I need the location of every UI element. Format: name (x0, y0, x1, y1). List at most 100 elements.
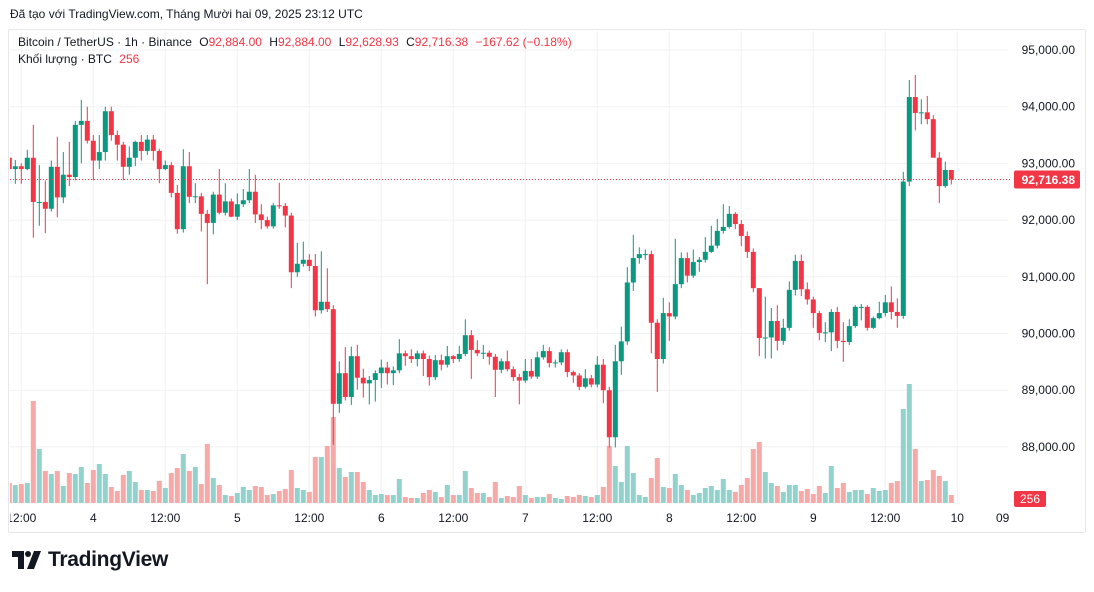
volume-bar (150, 491, 156, 503)
volume-bar (366, 490, 372, 503)
candle-body (702, 251, 708, 260)
candle-body (126, 157, 132, 167)
volume-bar (378, 494, 384, 503)
volume-bar (264, 495, 270, 503)
volume-bar (570, 497, 576, 503)
open-value: 92,884.00 (208, 35, 262, 49)
candle-body (372, 373, 378, 380)
candle-body (288, 215, 294, 273)
time-axis[interactable]: 12:00 4 12:00 5 12:00 6 12:00 7 12:00 8 12:00 9 12:0… (6, 511, 1012, 525)
candle-body (210, 194, 216, 223)
volume-bar (102, 474, 108, 503)
volume-value: 256 (119, 52, 140, 66)
candle-body (732, 213, 738, 225)
volume-bar (660, 487, 666, 503)
candle-body (138, 141, 144, 151)
time-tick-label: 12:00 (438, 511, 468, 525)
volume-bar (372, 495, 378, 503)
candle-body (168, 165, 174, 193)
volume-bar (630, 473, 636, 503)
volume-bar (756, 442, 762, 503)
time-tick-label: 7 (522, 511, 529, 525)
candle-body (12, 166, 18, 170)
candle-body (162, 165, 168, 170)
volume-bar (816, 486, 822, 503)
volume-bar (876, 491, 882, 503)
candle-body (426, 359, 432, 378)
candle-body (480, 352, 486, 354)
last-volume-label: 256 (1020, 492, 1040, 506)
volume-bar (672, 474, 678, 503)
candle-body (516, 377, 522, 381)
candle-body (144, 139, 150, 151)
volume-bar (588, 497, 594, 503)
volume-bar (858, 490, 864, 503)
candle-body (846, 326, 852, 343)
volume-bar (54, 471, 60, 503)
chart-frame (8, 29, 1086, 533)
volume-bar (720, 479, 726, 503)
volume-bar (18, 484, 24, 503)
volume-bar (828, 466, 834, 503)
price-axis[interactable]: 95,000.00 94,000.00 93,000.00 92,000.00 91,0… (1014, 43, 1080, 507)
candle-body (36, 201, 42, 203)
candle-body (522, 370, 528, 381)
candle-body (504, 361, 510, 370)
candle-body (420, 353, 426, 360)
candle-body (858, 306, 864, 308)
volume-label[interactable]: Khối lượng · BTC (18, 52, 112, 66)
volume-bar (402, 497, 408, 503)
volume-bar (768, 483, 774, 503)
volume-bar (894, 481, 900, 503)
volume-bar (390, 495, 396, 503)
candle-body (810, 299, 816, 314)
candle-body (180, 166, 186, 230)
candle-body (486, 352, 492, 357)
price-tick-label: 88,000.00 (1022, 440, 1076, 454)
candle-body (546, 351, 552, 363)
volume-bar (540, 497, 546, 503)
volume-bar (930, 470, 936, 503)
time-tick-label: 12:00 (294, 511, 324, 525)
time-tick-label: 09: (996, 511, 1013, 525)
candle-body (174, 192, 180, 230)
candle-body (588, 378, 594, 385)
volume-bar (522, 495, 528, 503)
candle-body (318, 301, 324, 311)
volume-bar (666, 488, 672, 503)
candle-body (924, 112, 930, 120)
candle-body (324, 301, 330, 310)
high-value: 92,884.00 (277, 35, 332, 49)
candle-body (768, 321, 774, 338)
candle-body (300, 259, 306, 264)
candle-body (630, 258, 636, 283)
tradingview-logo-icon (12, 551, 41, 569)
volume-bar (678, 485, 684, 503)
candle-body (114, 135, 120, 145)
volume-bar (534, 497, 540, 503)
tradingview-logo[interactable]: TradingView (12, 548, 168, 572)
volume-bar (810, 494, 816, 503)
volume-bar (186, 471, 192, 503)
candle-body (222, 201, 228, 213)
volume-bar (258, 487, 264, 503)
candle-body (822, 332, 828, 334)
candle-body (492, 356, 498, 370)
volume-bar (900, 409, 906, 503)
candle-body (468, 335, 474, 350)
volume-bar (330, 417, 336, 503)
volume-bar (636, 495, 642, 503)
volume-bar (132, 482, 138, 503)
volume-bar (648, 478, 654, 503)
volume-bar (618, 482, 624, 503)
volume-bar (558, 499, 564, 503)
volume-bar (48, 474, 54, 503)
candle-body (540, 351, 546, 358)
candle-body (798, 260, 804, 290)
volume-bar (282, 489, 288, 503)
volume-bar (936, 476, 942, 503)
symbol-title[interactable]: Bitcoin / TetherUS · 1h · Binance (18, 35, 192, 49)
volume-bar (546, 494, 552, 503)
candle-body (840, 340, 846, 343)
